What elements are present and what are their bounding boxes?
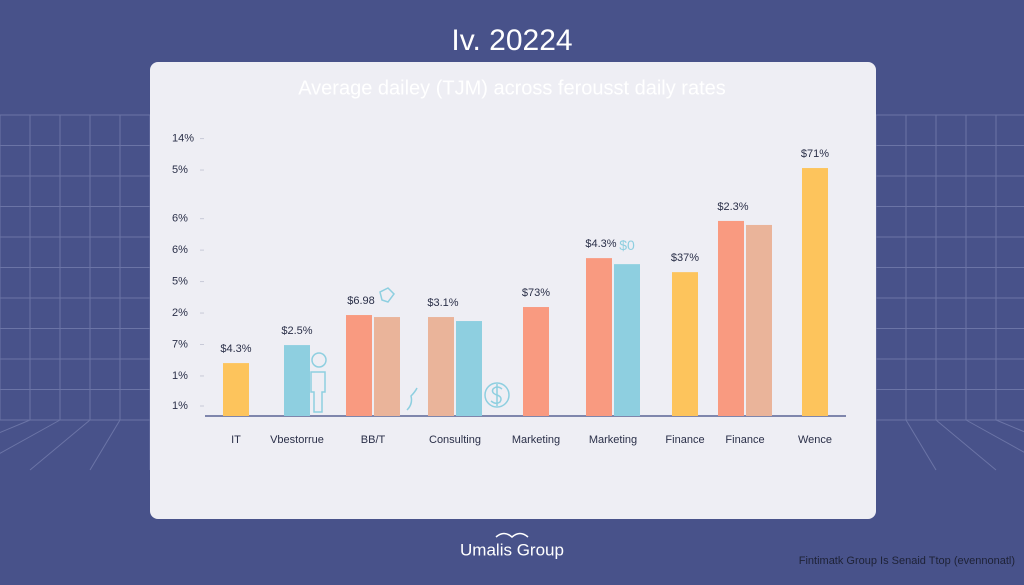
y-tick-label: 7% — [172, 338, 188, 350]
bg-line — [89, 419, 121, 471]
bar — [523, 307, 549, 416]
bar-label: $2.5% — [281, 325, 312, 337]
bar-label: $71% — [801, 148, 829, 160]
bar — [586, 258, 612, 416]
bg-line — [905, 419, 937, 471]
x-tick-label: Finance — [725, 434, 764, 446]
bg-line — [965, 419, 1024, 453]
y-tick-label: 2% — [172, 307, 188, 319]
y-tick-label: 1% — [172, 400, 188, 412]
bar-label: $4.3% — [220, 343, 251, 355]
bar-label: $37% — [671, 252, 699, 264]
bar-label: $2.3% — [717, 201, 748, 213]
x-tick-label: BB/T — [361, 434, 386, 446]
bg-line — [0, 419, 31, 434]
bar-label: $6.98 — [347, 295, 375, 307]
bar — [614, 264, 640, 416]
x-tick-label: Finance — [665, 434, 704, 446]
y-tick-label: 6% — [172, 213, 188, 225]
bar — [428, 317, 454, 416]
bar — [223, 363, 249, 416]
y-tick-label: 1% — [172, 370, 188, 382]
bar — [802, 168, 828, 416]
person-icon — [310, 352, 327, 413]
y-tick-label: 14% — [172, 132, 194, 144]
chart-title: Iv. 20224 — [451, 24, 572, 57]
bg-line — [29, 419, 91, 471]
y-tick-label: 6% — [172, 244, 188, 256]
bar-label: $3.1% — [427, 297, 458, 309]
bar — [456, 321, 482, 416]
dollar-icon — [484, 382, 510, 408]
bar — [284, 345, 310, 416]
bar-label: $4.3% — [585, 238, 616, 250]
y-tick-label: 5% — [172, 275, 188, 287]
brand-name: Umalis Group — [460, 540, 564, 559]
x-tick-label: Marketing — [589, 434, 637, 446]
x-tick-label: IT — [231, 434, 241, 446]
brand-logo — [495, 532, 529, 538]
bar-label: $73% — [522, 287, 550, 299]
chart-subtitle: Average dailey (TJM) across ferousst dai… — [298, 77, 726, 99]
bar — [374, 317, 400, 416]
x-tick-label: Marketing — [512, 434, 560, 446]
bar-note: $0 — [619, 237, 635, 253]
y-tick-label: 5% — [172, 164, 188, 176]
x-tick-label: Wence — [798, 434, 832, 446]
x-tick-label: Consulting — [429, 434, 481, 446]
leaf-icon — [406, 387, 418, 411]
bar — [718, 220, 744, 416]
bg-line — [995, 419, 1024, 433]
bar — [746, 224, 772, 416]
bg-line — [935, 419, 997, 471]
tag-icon — [379, 287, 395, 303]
x-tick-label: Vbestorrue — [270, 434, 324, 446]
bar — [672, 272, 698, 416]
bar — [346, 315, 372, 416]
footnote: Fintimatk Group Is Senaid Ttop (evennona… — [799, 555, 1015, 567]
bg-line — [0, 419, 61, 454]
